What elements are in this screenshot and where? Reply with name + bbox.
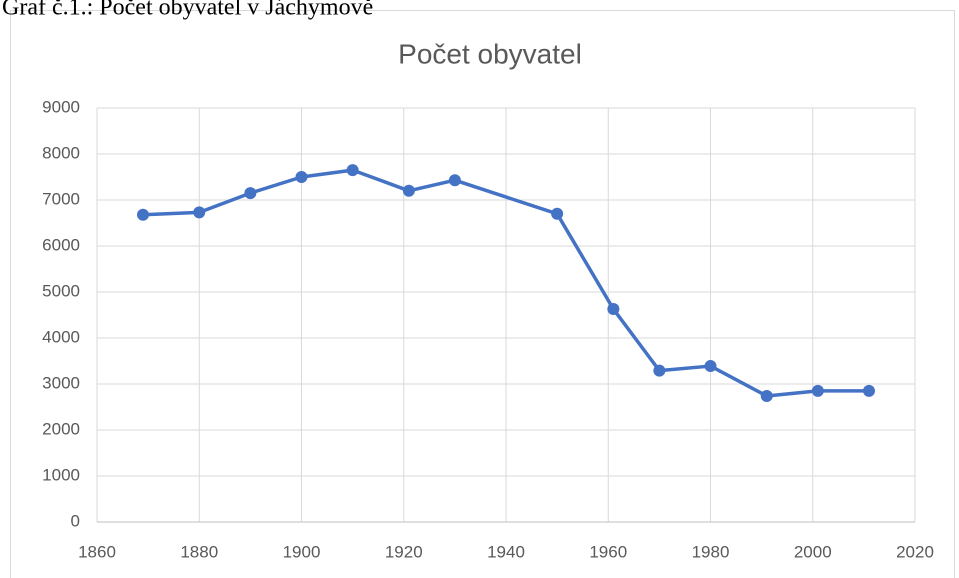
x-tick-label: 1860: [78, 542, 116, 561]
y-tick-label: 0: [71, 511, 80, 530]
x-tick-label: 1920: [385, 542, 423, 561]
x-tick-label: 1880: [180, 542, 218, 561]
line-series: [142, 168, 869, 398]
data-point: [811, 384, 824, 397]
x-tick-label: 1900: [283, 542, 321, 561]
data-point: [193, 206, 206, 219]
data-point: [653, 364, 666, 377]
x-tick-label: 2000: [794, 542, 832, 561]
y-tick-label: 1000: [42, 465, 80, 484]
chart-title: Počet obyvatel: [398, 38, 582, 69]
data-point: [551, 207, 564, 220]
data-point: [704, 360, 717, 373]
y-tick-label: 4000: [42, 327, 80, 346]
y-tick-label: 3000: [42, 373, 80, 392]
y-tick-label: 2000: [42, 419, 80, 438]
data-point: [760, 389, 773, 402]
x-tick-label: 1980: [692, 542, 730, 561]
data-point: [607, 303, 620, 316]
y-tick-label: 7000: [42, 189, 80, 208]
data-point: [137, 208, 150, 221]
y-tick-label: 9000: [42, 97, 80, 116]
data-point: [448, 174, 461, 187]
x-tick-label: 2020: [896, 542, 934, 561]
caption: Graf č.1.: Počet obyvatel v Jáchymově: [2, 0, 373, 21]
chart-frame: [10, 10, 955, 578]
data-point: [402, 184, 415, 197]
x-tick-label: 1940: [487, 542, 525, 561]
y-tick-label: 6000: [42, 235, 80, 254]
data-point: [295, 171, 308, 183]
x-tick-label: 1960: [589, 542, 627, 561]
y-tick-label: 8000: [42, 143, 80, 162]
data-point: [862, 384, 875, 397]
data-point: [346, 164, 359, 177]
y-tick-label: 5000: [42, 281, 80, 300]
data-point: [244, 187, 257, 200]
